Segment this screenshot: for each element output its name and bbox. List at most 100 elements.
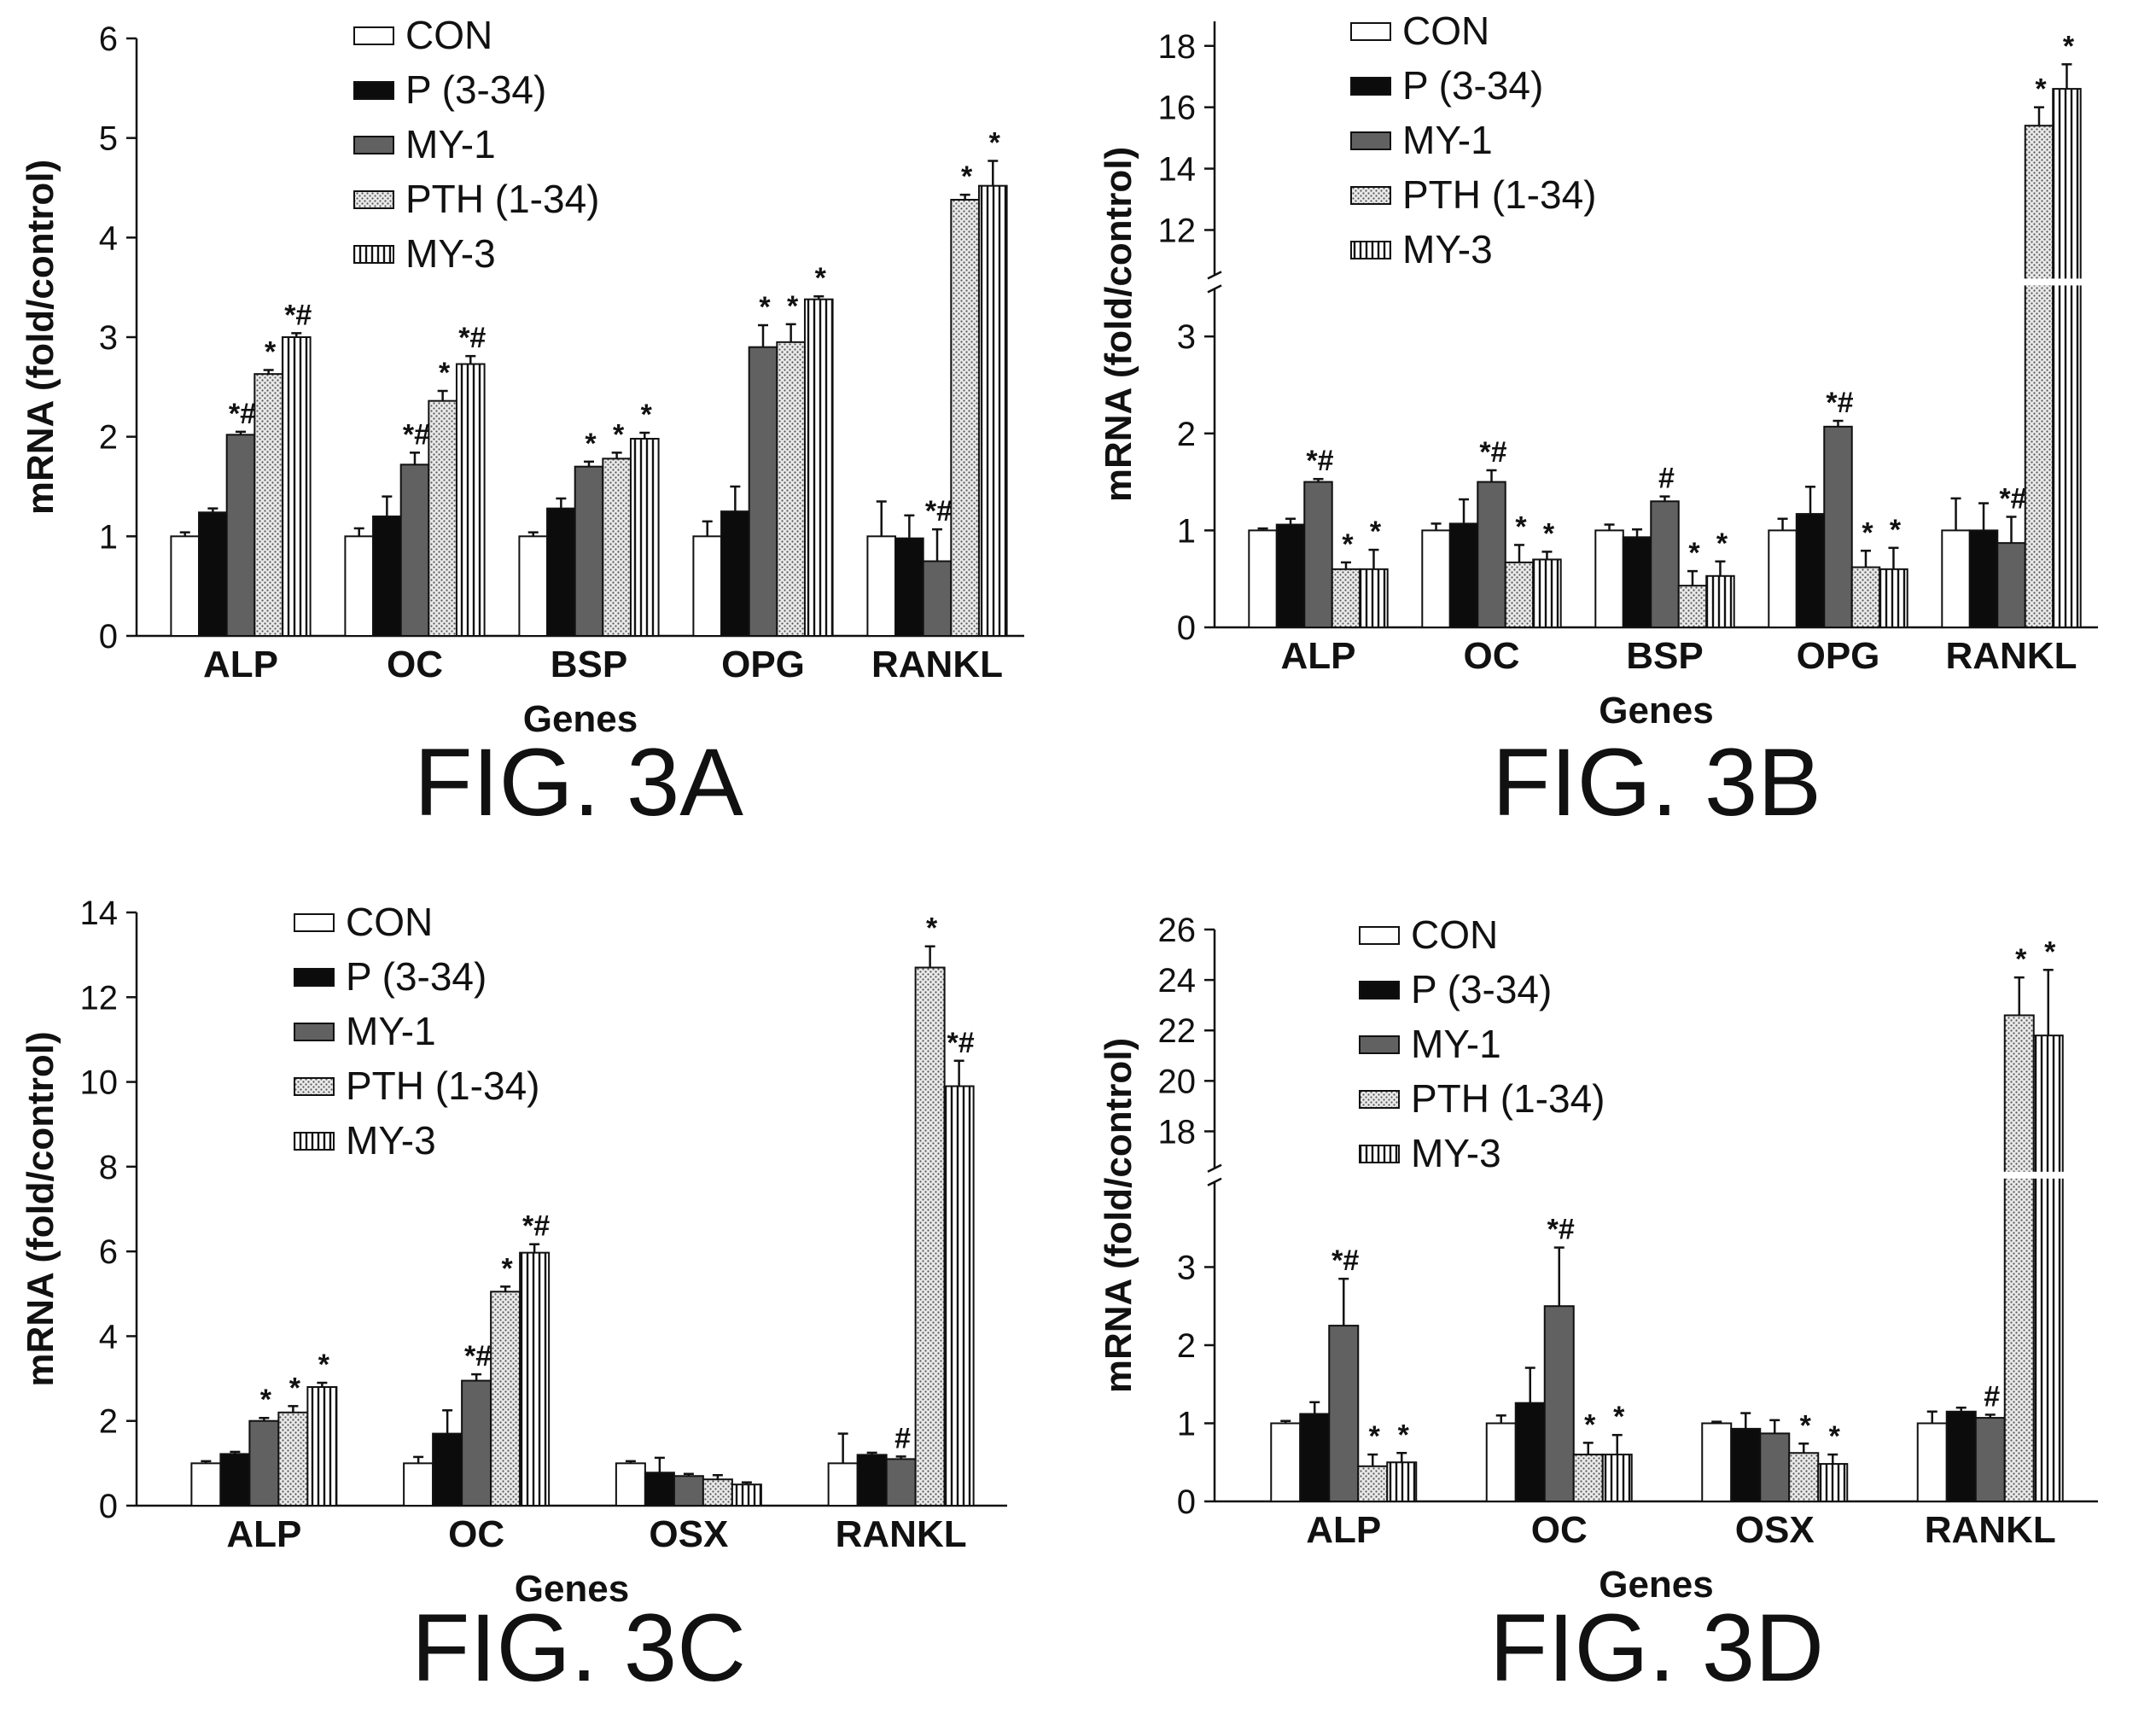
significance-mark: *#: [464, 1340, 492, 1373]
bar: [1705, 574, 1735, 628]
significance-mark: *#: [1547, 1214, 1575, 1246]
significance-mark: *: [1800, 1409, 1812, 1442]
bar: [1504, 561, 1535, 628]
legend-label: PTH (1-34): [346, 1064, 539, 1108]
bar: [1916, 1422, 1948, 1502]
bar-break: [2002, 1171, 2036, 1179]
bar: [1331, 568, 1361, 629]
y-tick-label: 12: [1158, 212, 1197, 249]
x-axis-title: Genes: [515, 1568, 630, 1610]
significance-mark: *#: [458, 322, 486, 354]
bar: [1788, 1452, 1820, 1503]
x-category-label: OC: [387, 644, 443, 685]
legend-label: CON: [1402, 9, 1489, 53]
bar-break: [2023, 278, 2055, 286]
axis-break-mark: [1207, 284, 1222, 294]
y-axis-title: mRNA (fold/control): [20, 160, 61, 515]
y-tick-label: 4: [99, 219, 118, 257]
bar: [1601, 1454, 1633, 1503]
bar: [277, 1411, 309, 1507]
significance-mark: *: [989, 127, 1001, 160]
x-category-label: ALP: [203, 644, 278, 685]
significance-mark: *: [1613, 1401, 1625, 1433]
legend-swatch: [1359, 1035, 1400, 1054]
significance-mark: *: [439, 357, 451, 389]
x-category-label: ALP: [1281, 635, 1356, 677]
y-tick-label: 1: [1177, 1405, 1196, 1442]
y-tick-label: 1: [1177, 512, 1196, 550]
significance-mark: #: [1658, 463, 1675, 495]
y-tick-label: 14: [1158, 151, 1197, 189]
y-tick-label: 10: [80, 1064, 119, 1102]
significance-mark: *: [585, 428, 597, 460]
figure-label: FIG. 3C: [411, 1594, 746, 1701]
x-category-label: RANKL: [836, 1513, 967, 1555]
bar: [644, 1472, 675, 1507]
significance-mark: *#: [947, 1027, 975, 1059]
y-tick-label: 14: [80, 895, 119, 932]
bar: [702, 1478, 733, 1507]
significance-mark: #: [1984, 1380, 2000, 1413]
y-tick-label: 6: [99, 1233, 118, 1271]
significance-mark: *: [1398, 1419, 1410, 1451]
bar: [1974, 1417, 2006, 1503]
significance-mark: *#: [1331, 1244, 1359, 1277]
axis-break-mark: [1207, 1163, 1222, 1173]
y-tick-label: 22: [1158, 1012, 1197, 1050]
bar: [629, 438, 660, 637]
y-tick-label: 3: [1177, 1249, 1196, 1286]
legend-swatch: [294, 1132, 335, 1151]
figure-label: FIG. 3B: [1492, 729, 1821, 836]
x-category-label: ALP: [226, 1513, 301, 1555]
y-axis-title: mRNA (fold/control): [1098, 1038, 1139, 1393]
bar: [490, 1291, 522, 1507]
significance-mark: *#: [284, 299, 312, 331]
significance-mark: *#: [1999, 482, 2026, 515]
bar: [1572, 1454, 1604, 1503]
x-axis-title: Genes: [1599, 690, 1714, 731]
legend-label: MY-1: [346, 1009, 436, 1053]
bar: [1817, 1463, 1849, 1503]
bar: [1514, 1402, 1546, 1503]
bar: [1248, 529, 1278, 629]
bar: [803, 298, 834, 637]
x-category-label: OC: [448, 1513, 504, 1555]
bar: [1328, 1325, 1360, 1502]
y-tick-label: 20: [1158, 1063, 1197, 1100]
bar: [866, 535, 897, 637]
bar: [253, 373, 283, 637]
legend-label: MY-1: [1411, 1022, 1501, 1066]
bar: [344, 535, 375, 637]
legend-label: MY-3: [346, 1118, 436, 1163]
bar: [1879, 568, 1908, 629]
significance-mark: *#: [1306, 445, 1333, 477]
significance-mark: *#: [925, 495, 953, 527]
legend-label: P (3-34): [1402, 63, 1543, 108]
y-axis-title: mRNA (fold/control): [20, 1031, 61, 1386]
bar: [1448, 522, 1479, 628]
y-tick-label: 16: [1158, 90, 1197, 127]
legend-swatch: [353, 245, 394, 264]
legend-label: CON: [1411, 912, 1498, 957]
y-tick-label: 0: [1177, 609, 1196, 647]
x-category-label: BSP: [1626, 635, 1703, 677]
legend-label: PTH (1-34): [1411, 1076, 1605, 1121]
legend-swatch: [1359, 1145, 1400, 1163]
x-category-label: ALP: [1306, 1509, 1381, 1551]
bar: [372, 516, 402, 637]
legend-swatch: [1350, 77, 1391, 96]
legend-label: MY-1: [1402, 118, 1493, 162]
significance-mark: *: [289, 1372, 301, 1404]
significance-mark: *: [1369, 1420, 1381, 1453]
bar: [170, 535, 201, 637]
legend-swatch: [353, 136, 394, 154]
bar-break: [2051, 278, 2083, 286]
significance-mark: *: [1584, 1408, 1596, 1441]
bar: [1477, 481, 1506, 628]
bar: [399, 463, 430, 637]
bar: [1650, 500, 1680, 628]
bar: [1677, 585, 1708, 628]
legend-swatch: [1350, 241, 1391, 259]
bar: [950, 199, 980, 637]
bar: [1730, 1427, 1762, 1503]
